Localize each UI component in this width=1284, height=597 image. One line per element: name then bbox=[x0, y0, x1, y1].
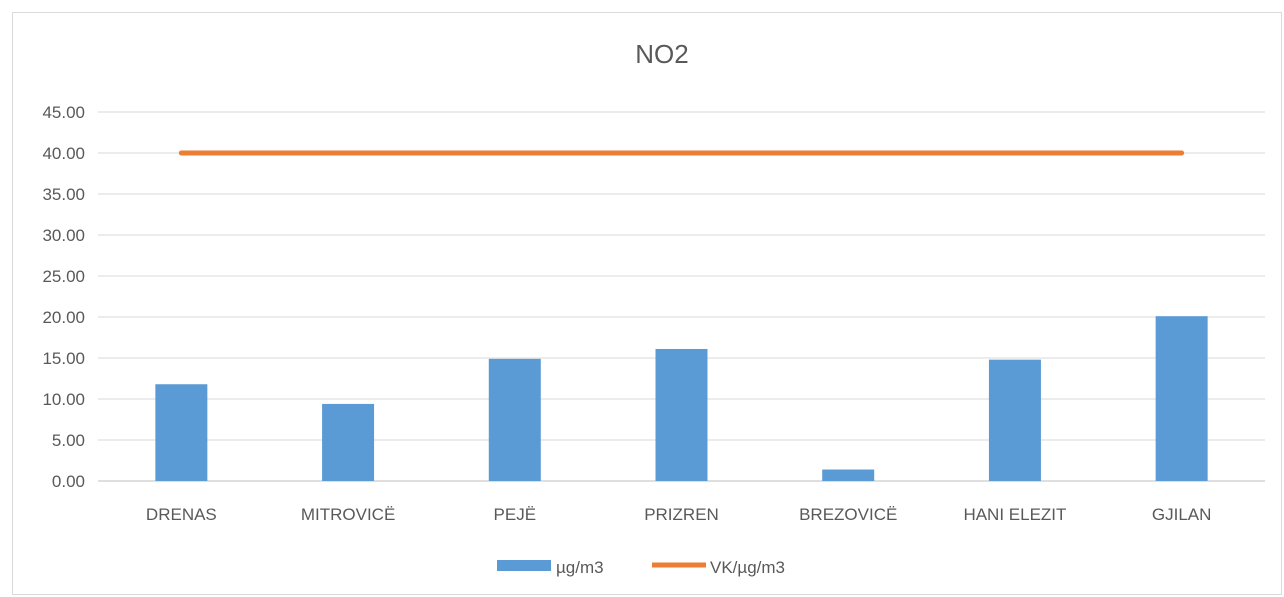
y-tick-label: 35.00 bbox=[42, 185, 85, 204]
chart-title: NO2 bbox=[635, 39, 688, 69]
bar-3 bbox=[655, 348, 708, 481]
bar-series bbox=[155, 316, 1208, 481]
bar-6 bbox=[1155, 316, 1208, 481]
bar-0 bbox=[155, 384, 208, 481]
x-tick-label: GJILAN bbox=[1152, 505, 1212, 524]
y-tick-label: 45.00 bbox=[42, 103, 85, 122]
y-tick-label: 25.00 bbox=[42, 267, 85, 286]
x-axis: DRENAS MITROVICË PEJË PRIZREN BREZOVICË HANI … bbox=[146, 505, 1211, 524]
y-tick-label: 40.00 bbox=[42, 144, 85, 163]
legend: µg/m3 VK/µg/m3 bbox=[497, 558, 785, 577]
y-tick-label: 20.00 bbox=[42, 308, 85, 327]
x-tick-label: BREZOVICË bbox=[799, 505, 897, 524]
x-tick-label: DRENAS bbox=[146, 505, 217, 524]
y-tick-label: 15.00 bbox=[42, 349, 85, 368]
y-axis: 0.00 5.00 10.00 15.00 20.00 25.00 30.00 35.00 40… bbox=[42, 103, 85, 491]
y-tick-label: 10.00 bbox=[42, 390, 85, 409]
legend-label-vk: VK/µg/m3 bbox=[710, 558, 785, 577]
legend-label-ug-m3: µg/m3 bbox=[556, 558, 604, 577]
bar-1 bbox=[322, 403, 375, 481]
x-tick-label: MITROVICË bbox=[301, 505, 395, 524]
y-tick-label: 5.00 bbox=[52, 431, 85, 450]
x-tick-label: PRIZREN bbox=[644, 505, 719, 524]
x-tick-label: PEJË bbox=[494, 505, 537, 524]
x-tick-label: HANI ELEZIT bbox=[963, 505, 1066, 524]
legend-swatch-ug-m3 bbox=[497, 560, 551, 571]
chart-frame bbox=[12, 12, 1282, 595]
bar-2 bbox=[488, 358, 541, 481]
y-tick-label: 0.00 bbox=[52, 472, 85, 491]
bar-5 bbox=[988, 359, 1041, 481]
bar-4 bbox=[822, 469, 875, 481]
y-tick-label: 30.00 bbox=[42, 226, 85, 245]
